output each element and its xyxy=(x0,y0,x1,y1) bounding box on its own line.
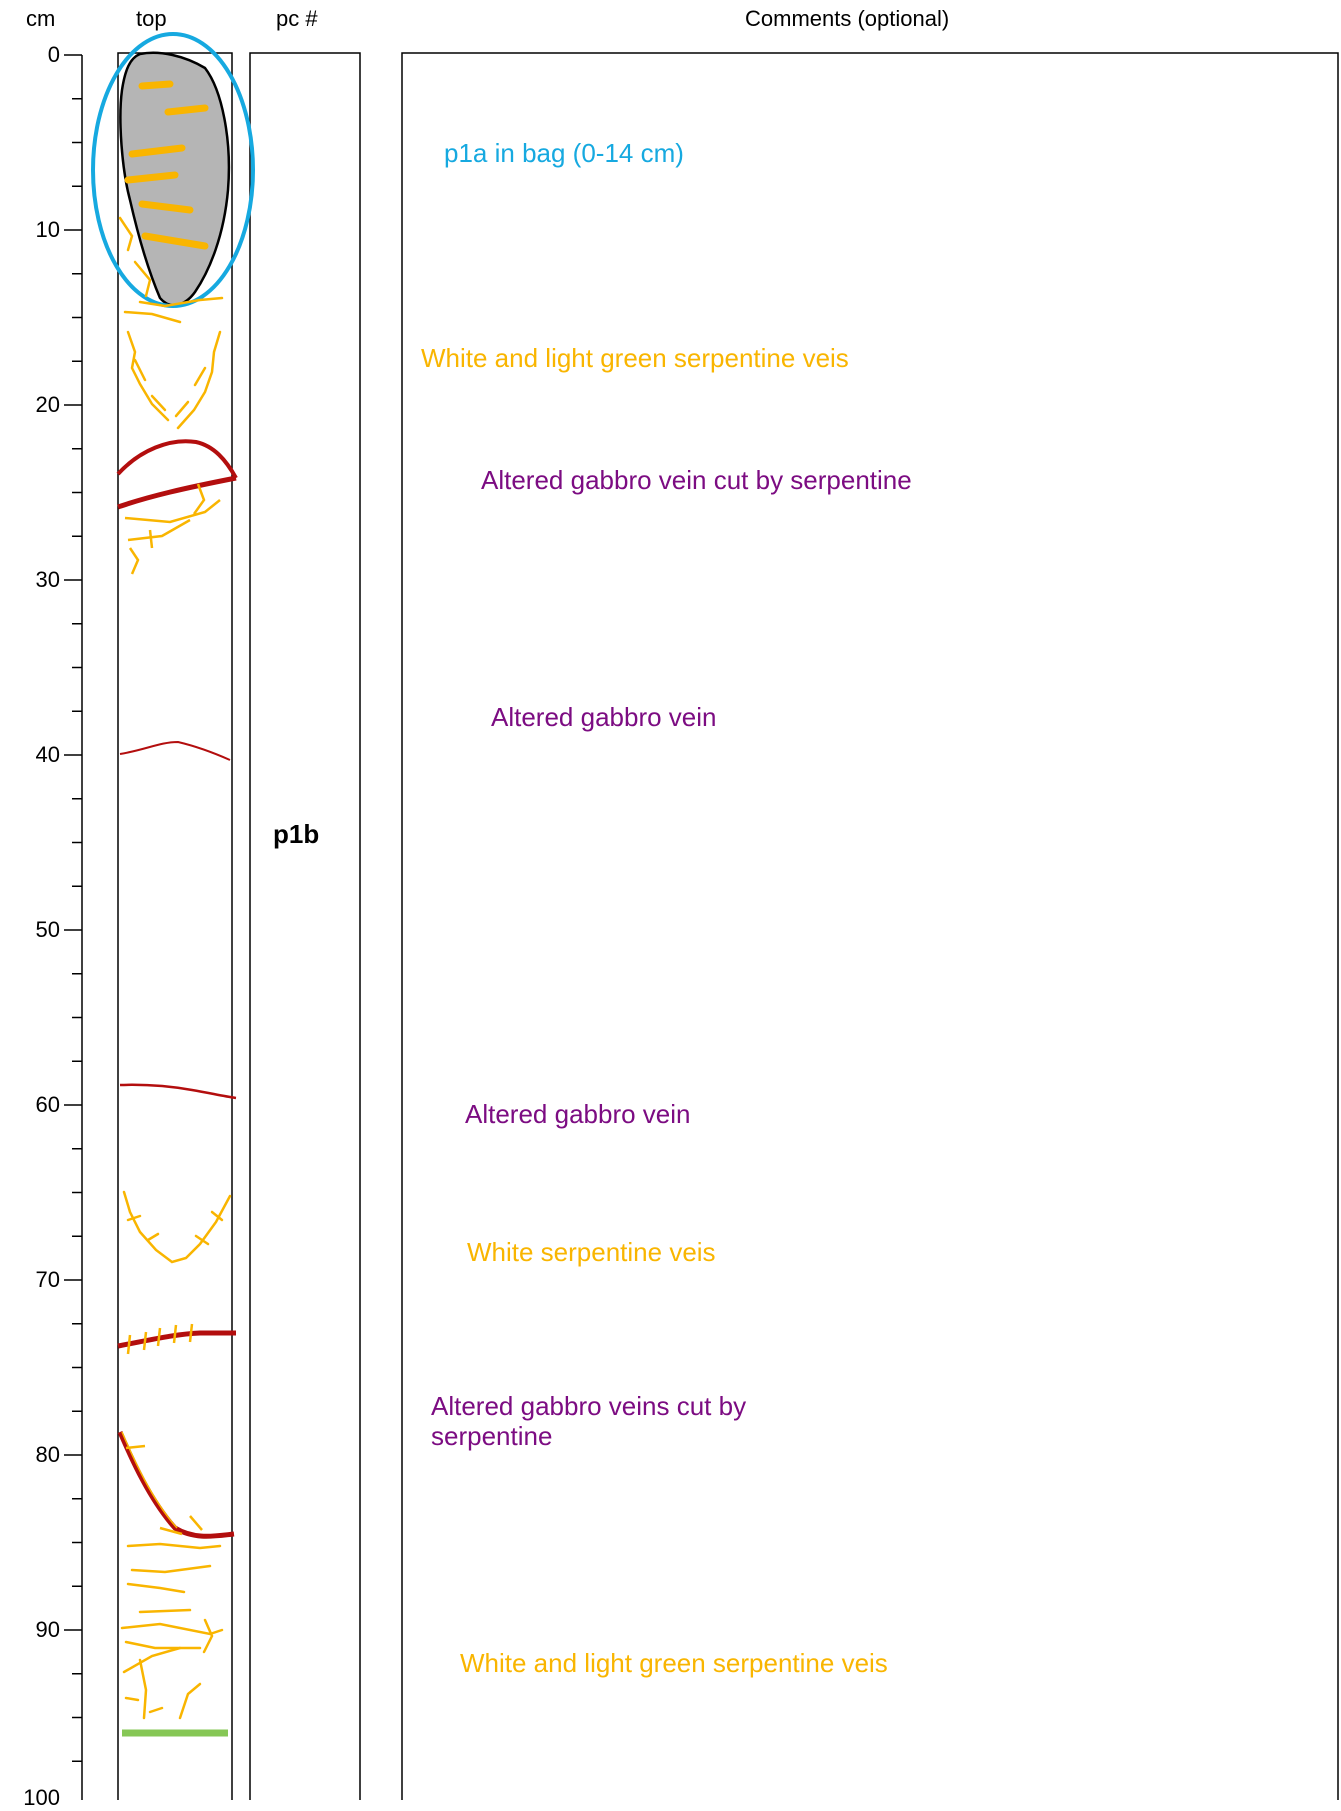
depth-label-10: 10 xyxy=(35,217,60,242)
comment-3: Altered gabbro vein cut by serpentine xyxy=(481,465,912,496)
depth-label-0: 0 xyxy=(47,42,60,67)
comment-4: Altered gabbro vein xyxy=(491,701,717,732)
middle-serpentine-veins xyxy=(122,1190,232,1264)
piece-serpentine-veins xyxy=(124,80,209,250)
gabbro-vein-24cm xyxy=(116,439,238,575)
gabbro-vein-40cm xyxy=(119,740,231,761)
comment-7: Altered gabbro veins cut by serpentine xyxy=(431,1391,747,1451)
depth-label-80: 80 xyxy=(35,1442,60,1467)
depth-label-90: 90 xyxy=(35,1617,60,1642)
bag-outline-ellipse xyxy=(91,32,255,308)
piece-column-box xyxy=(249,52,361,1800)
gabbro-vein-80cm xyxy=(117,1431,235,1539)
comment-8: White and light green serpentine veis xyxy=(460,1648,888,1679)
depth-label-40: 40 xyxy=(35,742,60,767)
lower-serpentine-veins xyxy=(120,1542,224,1720)
depth-label-70: 70 xyxy=(35,1267,60,1292)
pc-column-header: pc # xyxy=(276,6,318,31)
comment-6: White serpentine veis xyxy=(467,1237,716,1267)
depth-label-20: 20 xyxy=(35,392,60,417)
upper-serpentine-veins xyxy=(118,216,224,430)
depth-label-50: 50 xyxy=(35,917,60,942)
comment-1: p1a in bag (0-14 cm) xyxy=(444,138,684,168)
piece-label-p1b: p1b xyxy=(273,818,320,849)
comment-2: White and light green serpentine veis xyxy=(421,342,849,373)
depth-label-60: 60 xyxy=(35,1092,60,1117)
gabbro-vein-59cm xyxy=(119,1083,237,1100)
comments-column-header: Comments (optional) xyxy=(745,6,950,31)
gabbro-vein-73cm xyxy=(117,1323,236,1355)
comment-5: Altered gabbro vein xyxy=(465,1098,691,1129)
core-column-box xyxy=(117,52,233,1800)
depth-unit-header: cm xyxy=(26,6,56,31)
depth-label-30: 30 xyxy=(35,567,60,592)
top-column-header: top xyxy=(136,6,167,31)
depth-ticks xyxy=(64,54,82,1762)
comments-column-box xyxy=(401,52,1339,1800)
